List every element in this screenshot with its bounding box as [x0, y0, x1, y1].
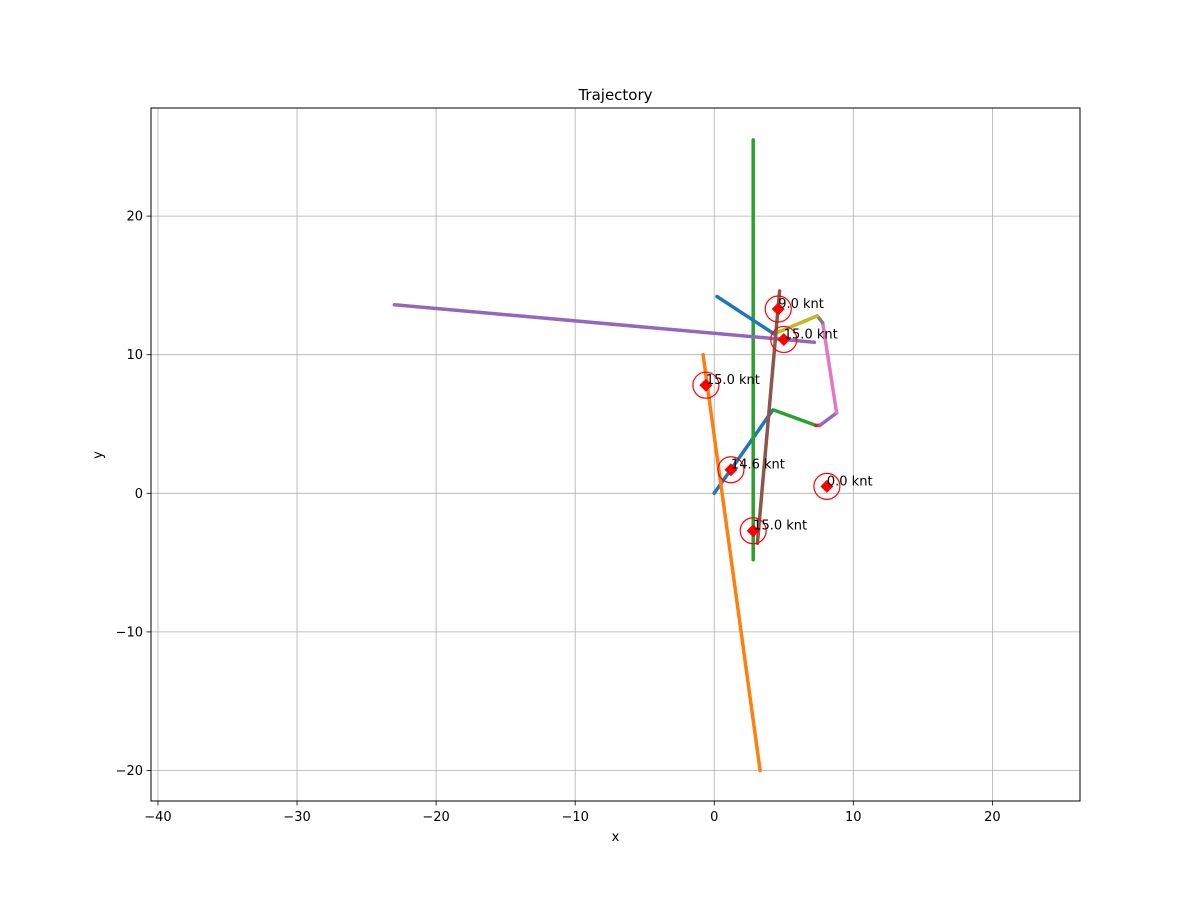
- speed-label: 0.0 knt: [827, 474, 873, 489]
- grid-lines: [151, 108, 1080, 801]
- vessel-ring: [692, 371, 720, 399]
- trajectory-segment-11: [392, 303, 817, 344]
- y-tick-label: −10: [116, 625, 143, 640]
- vessel-marker: [746, 524, 760, 538]
- plot-frame: [150, 107, 1081, 802]
- vessel-ring: [813, 472, 841, 500]
- speed-label: 15.0 knt: [784, 327, 838, 342]
- y-axis-label: y: [91, 451, 106, 459]
- x-tick-label: −30: [283, 810, 310, 825]
- trajectory-segment-9: [772, 314, 819, 336]
- x-tick-label: −40: [144, 810, 171, 825]
- x-tick-label: 10: [845, 810, 862, 825]
- vessel-marker: [820, 479, 834, 493]
- y-tick-label: 20: [126, 210, 143, 225]
- trajectory-segment-6: [818, 411, 839, 428]
- vessel-marker: [771, 302, 785, 316]
- trajectory-segment-2: [701, 352, 762, 773]
- trajectory-segment-12: [755, 289, 782, 545]
- chart-title: Trajectory: [577, 86, 652, 104]
- vessel-marker: [724, 463, 738, 477]
- x-tick-label: −20: [422, 810, 449, 825]
- speed-label: 14.6 knt: [731, 458, 785, 473]
- trajectory-segment-7: [820, 321, 839, 415]
- vessel-ring: [717, 456, 745, 484]
- x-axis-label: x: [612, 830, 620, 845]
- y-tick-label: −20: [116, 764, 143, 779]
- trajectory-segment-10: [715, 294, 776, 336]
- vessel-marker: [699, 378, 713, 392]
- y-tick-label: 10: [126, 348, 143, 363]
- y-tick-label: 0: [135, 487, 143, 502]
- x-tick-label: −10: [561, 810, 588, 825]
- vessel-ring: [770, 325, 798, 354]
- speed-label: 9.0 knt: [778, 297, 824, 312]
- axis-ticks: −40 −30 −20 −10 0 10 20 −20 −10 0 10 20: [116, 210, 1001, 825]
- vessel-marker: [777, 332, 791, 346]
- plot-area: 9.0 knt 15.0 knt 15.0 knt 14.6 knt 0.0 knt 15…: [392, 138, 873, 773]
- trajectory-segment-1: [712, 408, 775, 496]
- x-tick-label: 0: [710, 810, 718, 825]
- speed-label: 15.0 knt: [706, 373, 760, 388]
- trajectory-segment-4: [772, 408, 818, 428]
- vessel-ring: [764, 295, 792, 323]
- x-tick-label: 20: [984, 810, 1001, 825]
- speed-label: 15.0 knt: [753, 519, 807, 534]
- vessel-ring: [739, 517, 767, 545]
- plot-background: [151, 108, 1080, 801]
